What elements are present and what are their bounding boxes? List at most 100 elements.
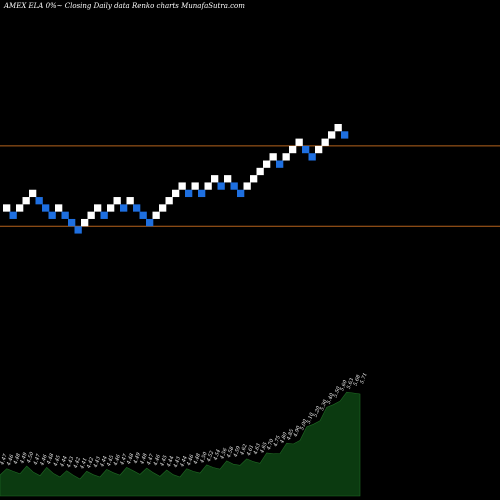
volume-value-label: 5.50 bbox=[333, 385, 343, 398]
renko-brick-down bbox=[9, 211, 17, 219]
volume-value-label: 5.63 bbox=[346, 377, 355, 390]
volume-value-label: 5.20 bbox=[313, 405, 323, 418]
volume-value-label: 5.30 bbox=[319, 398, 329, 411]
volume-value-label: 4.56 bbox=[219, 447, 229, 461]
renko-brick-down bbox=[68, 218, 76, 227]
volume-value-label: 4.42 bbox=[72, 457, 82, 470]
renko-brick-up bbox=[87, 211, 95, 219]
volume-value-label: 4.46 bbox=[112, 453, 122, 467]
renko-brick-up bbox=[29, 189, 37, 198]
volume-value-label: 4.48 bbox=[126, 453, 136, 466]
renko-brick-up bbox=[263, 160, 271, 168]
renko-brick-down bbox=[48, 211, 56, 219]
volume-value-label: 4.46 bbox=[186, 453, 196, 467]
renko-brick-up bbox=[250, 175, 258, 183]
volume-value-label: 4.63 bbox=[252, 443, 262, 456]
volume-value-label: 5.10 bbox=[306, 411, 316, 424]
volume-value-label: 4.41 bbox=[79, 457, 89, 470]
renko-brick-down bbox=[237, 189, 245, 198]
volume-value-label: 4.46 bbox=[6, 453, 16, 467]
volume-value-label: 4.45 bbox=[106, 455, 116, 468]
volume-value-label: 4.49 bbox=[19, 451, 29, 465]
volume-value-label: 4.90 bbox=[292, 424, 302, 438]
volume-value-label: 5.00 bbox=[299, 418, 309, 431]
volume-value-label: 4.44 bbox=[166, 455, 176, 468]
volume-value-label: 4.46 bbox=[152, 453, 162, 467]
renko-brick-up bbox=[126, 197, 134, 205]
volume-area-path bbox=[0, 391, 361, 497]
renko-brick-up bbox=[113, 197, 121, 205]
volume-value-label: 4.43 bbox=[92, 456, 102, 469]
volume-value-label: 4.48 bbox=[192, 453, 202, 466]
renko-brick-down bbox=[139, 211, 147, 219]
volume-value-label: 4.48 bbox=[139, 453, 149, 466]
renko-brick-up bbox=[94, 204, 102, 212]
chart-title: AMEX ELA 0%~ Closing Daily data Renko ch… bbox=[4, 2, 245, 10]
volume-value-label: 4.47 bbox=[119, 452, 129, 466]
volume-value-label: 4.48 bbox=[46, 453, 56, 466]
renko-brick-up bbox=[22, 197, 30, 205]
renko-brick-down bbox=[230, 182, 238, 190]
renko-brick-up bbox=[224, 175, 232, 183]
volume-value-label: 4.46 bbox=[39, 453, 49, 467]
renko-brick-up bbox=[16, 204, 24, 212]
renko-brick-down bbox=[198, 189, 206, 198]
renko-brick-up bbox=[315, 145, 323, 154]
volume-value-label: 4.43 bbox=[172, 456, 182, 469]
volume-value-label: 4.44 bbox=[179, 455, 189, 468]
volume-value-label: 4.52 bbox=[206, 450, 216, 463]
renko-brick-up bbox=[159, 204, 167, 212]
renko-brick-down bbox=[120, 204, 128, 212]
renko-brick-up bbox=[328, 131, 336, 139]
renko-brick-up bbox=[172, 189, 180, 198]
volume-value-label: 4.59 bbox=[232, 445, 242, 459]
renko-brick-down bbox=[74, 226, 82, 234]
renko-brick-down bbox=[308, 153, 316, 161]
renko-brick-down bbox=[302, 145, 310, 154]
volume-value-label: 4.58 bbox=[226, 446, 236, 459]
volume-value-label: 5.40 bbox=[326, 392, 336, 405]
volume-value-label: 5.68 bbox=[353, 374, 362, 387]
renko-brick-up bbox=[211, 175, 219, 183]
volume-value-label: 4.44 bbox=[59, 455, 69, 468]
volume-value-label: 4.45 bbox=[52, 455, 62, 468]
volume-value-label: 4.50 bbox=[26, 451, 36, 465]
renko-brick-up bbox=[178, 182, 186, 190]
renko-brick-up bbox=[334, 123, 342, 132]
renko-brick-up bbox=[107, 204, 115, 212]
renko-brick-up bbox=[243, 182, 251, 190]
volume-value-label: 4.65 bbox=[259, 441, 269, 454]
volume-value-label: 5.60 bbox=[339, 379, 349, 392]
volume-value-label: 4.80 bbox=[279, 431, 289, 445]
renko-brick-down bbox=[146, 218, 154, 227]
renko-brick-up bbox=[256, 167, 264, 176]
volume-labels: 4.474.464.484.494.504.474.464.484.454.44… bbox=[0, 372, 369, 470]
renko-brick-down bbox=[42, 204, 50, 212]
renko-brick-up bbox=[269, 153, 277, 161]
renko-brick-down bbox=[341, 131, 349, 139]
renko-bricks bbox=[3, 123, 349, 234]
renko-brick-up bbox=[81, 218, 89, 227]
volume-value-label: 4.85 bbox=[286, 428, 296, 441]
volume-value-label: 4.54 bbox=[212, 449, 222, 462]
renko-brick-up bbox=[204, 182, 212, 190]
renko-brick-up bbox=[289, 145, 297, 154]
renko-brick-up bbox=[3, 204, 11, 212]
renko-brick-down bbox=[276, 160, 284, 168]
volume-value-label: 4.43 bbox=[66, 456, 76, 469]
renko-brick-up bbox=[165, 197, 173, 205]
volume-value-label: 4.62 bbox=[239, 443, 249, 456]
volume-value-label: 4.61 bbox=[246, 444, 256, 457]
volume-value-label: 4.42 bbox=[86, 457, 96, 470]
volume-value-label: 4.45 bbox=[159, 455, 169, 468]
renko-brick-up bbox=[55, 204, 63, 212]
renko-brick-down bbox=[61, 211, 69, 219]
renko-brick-down bbox=[217, 182, 225, 190]
volume-value-label: 4.49 bbox=[132, 451, 142, 465]
volume-value-label: 4.50 bbox=[199, 451, 209, 465]
renko-brick-up bbox=[282, 153, 290, 161]
volume-value-label: 4.70 bbox=[266, 437, 276, 451]
volume-area bbox=[0, 391, 361, 497]
volume-value-label: 4.48 bbox=[12, 453, 22, 466]
